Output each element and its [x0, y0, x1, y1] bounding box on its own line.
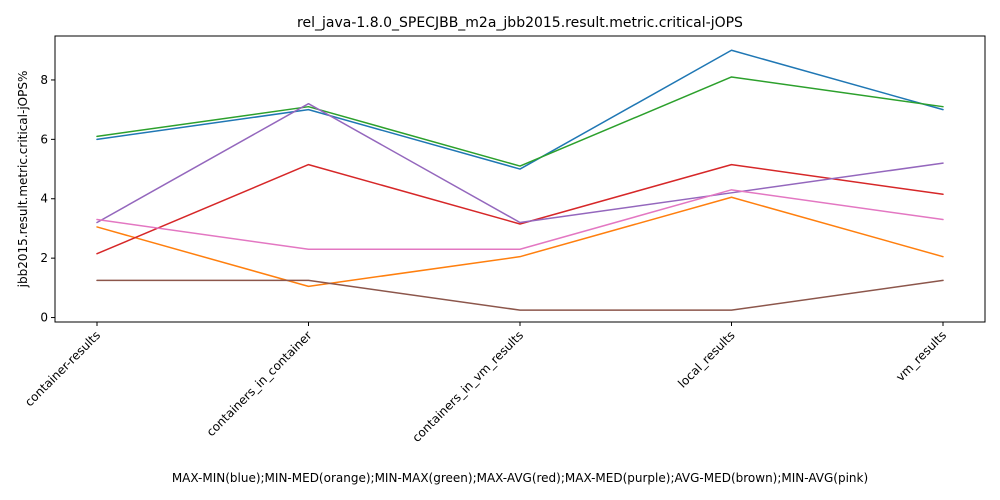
plot-area	[96, 49, 944, 311]
series-line-3	[96, 163, 944, 255]
y-tick-label: 6	[40, 132, 48, 146]
x-axis-label: MAX-MIN(blue);MIN-MED(orange);MIN-MAX(gr…	[172, 471, 868, 485]
chart-title: rel_java-1.8.0_SPECJBB_m2a_jbb2015.resul…	[297, 15, 743, 31]
x-tick-label: local_results	[675, 328, 737, 390]
series-line-4	[96, 102, 944, 224]
series-line-5	[96, 279, 944, 311]
x-tick-label: containers_in_container	[204, 328, 315, 439]
series-line-0	[96, 49, 944, 170]
y-axis: 0 2 4 6 8	[40, 73, 55, 325]
y-tick-label: 4	[40, 192, 48, 206]
y-tick-label: 2	[40, 251, 48, 265]
x-tick-label: containers_in_vm_results	[409, 328, 526, 445]
y-axis-label: jbb2015.result.metric.critical-jOPS%	[16, 71, 30, 289]
x-tick-label: container-results	[22, 328, 103, 409]
x-axis: container-results containers_in_container…	[22, 322, 949, 445]
x-tick-label: vm_results	[893, 328, 949, 384]
series-line-2	[96, 76, 944, 167]
series-line-6	[96, 189, 944, 250]
plot-frame	[54, 35, 986, 323]
series-line-1	[96, 196, 944, 288]
y-tick-label: 8	[40, 73, 48, 87]
y-tick-label: 0	[40, 311, 48, 325]
